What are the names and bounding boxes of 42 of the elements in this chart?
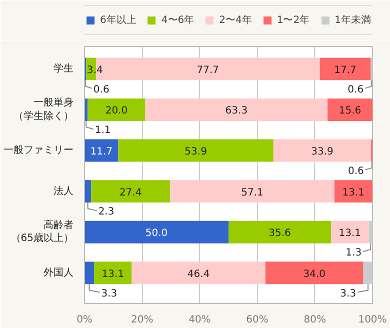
data-label: 35.6 — [268, 228, 291, 240]
x-tick-label: 60% — [246, 314, 268, 326]
data-label: 77.7 — [196, 64, 220, 76]
x-tick-label: 20% — [130, 314, 154, 326]
data-label: 13.1 — [102, 268, 124, 280]
data-label: 13.1 — [342, 187, 364, 198]
legend-label: 2〜4年 — [219, 14, 252, 27]
data-label: 0.6 — [348, 166, 364, 177]
data-label: 3.3 — [340, 288, 356, 300]
y-tick-label: 一般単身（学生除く） — [14, 96, 74, 122]
data-label: 1.3 — [346, 247, 362, 258]
data-label: 63.3 — [225, 106, 248, 117]
y-tick-label: 高齢者（65歳以上） — [10, 219, 74, 244]
data-label: 13.1 — [338, 228, 362, 240]
data-label: 1.1 — [94, 125, 111, 136]
legend-label: 1〜2年 — [276, 14, 310, 27]
data-label: 20.0 — [105, 106, 128, 117]
x-tick-label: 80% — [304, 314, 326, 326]
data-label: 3.3 — [101, 288, 118, 300]
data-label: 27.4 — [119, 187, 142, 198]
data-label: 53.9 — [184, 146, 207, 158]
data-label: 15.6 — [338, 106, 362, 117]
x-tick-label: 40% — [188, 314, 211, 326]
x-tick-label: 100% — [358, 314, 387, 326]
y-tick-label: 学生 — [54, 62, 74, 74]
data-label: 50.0 — [145, 228, 168, 240]
legend-label: 1年未満 — [334, 14, 371, 27]
data-label: 46.4 — [187, 268, 210, 280]
data-label: 11.7 — [90, 146, 112, 158]
y-tick-label: 一般ファミリー — [4, 145, 74, 156]
data-label: 33.9 — [311, 146, 334, 158]
data-label: 2.3 — [98, 206, 114, 218]
data-label: 0.6 — [348, 84, 364, 96]
data-label: 34.0 — [303, 268, 326, 280]
y-tick-label: 法人 — [54, 184, 74, 197]
y-tick-label: 外国人 — [44, 267, 74, 278]
legend-label: 6年以上 — [100, 14, 136, 27]
data-label: 57.1 — [241, 187, 264, 198]
data-label: 0.6 — [93, 84, 110, 96]
legend-label: 4〜6年 — [161, 14, 194, 27]
data-label: 17.7 — [334, 64, 356, 76]
x-tick-label: 0% — [76, 314, 92, 326]
